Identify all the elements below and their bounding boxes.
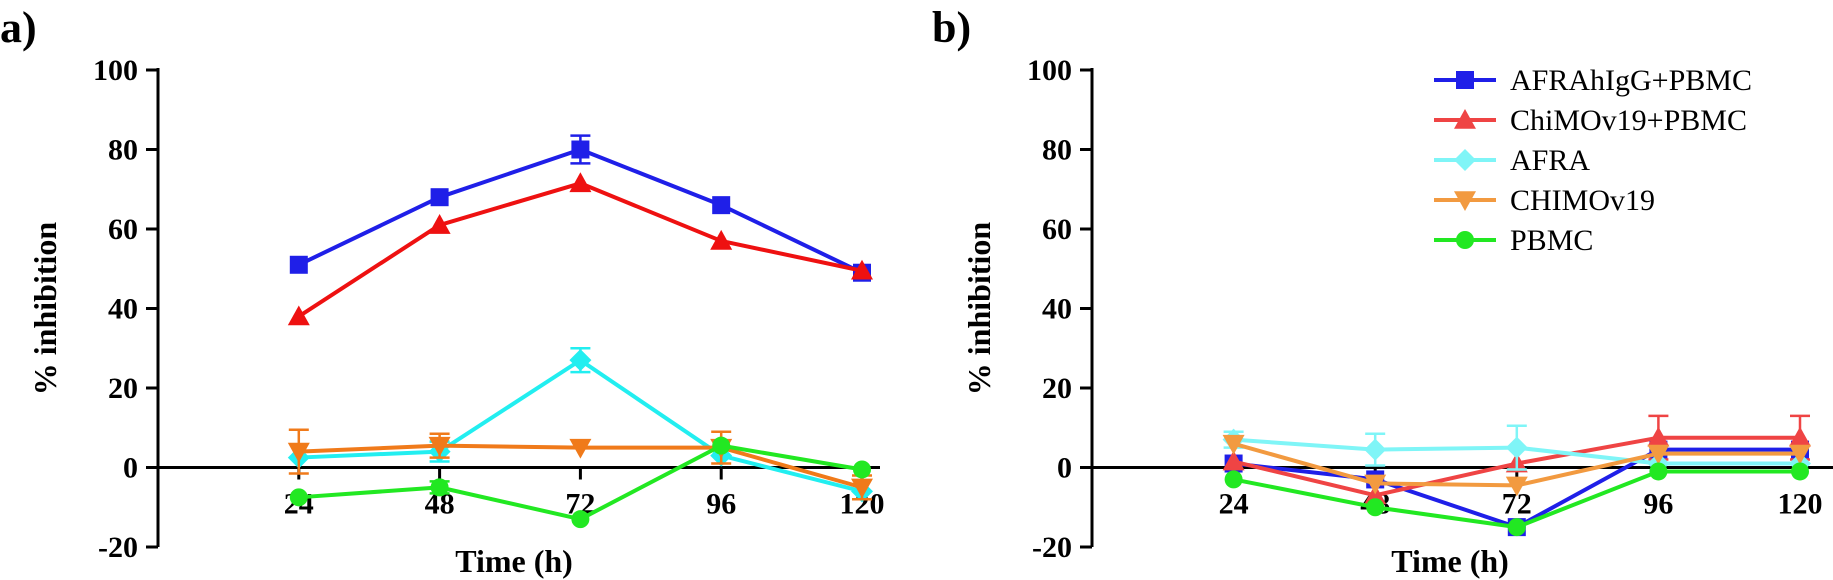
data-point bbox=[1507, 518, 1526, 537]
legend-item: CHIMOv19 bbox=[1434, 184, 1655, 217]
y-tick-label: 0 bbox=[123, 452, 138, 485]
legend-marker bbox=[1454, 149, 1476, 171]
legend-item: ChiMOv19+PBMC bbox=[1434, 104, 1747, 137]
legend-item: AFRAhIgG+PBMC bbox=[1434, 64, 1752, 97]
data-point bbox=[571, 510, 590, 529]
x-axis-title: Time (h) bbox=[1391, 543, 1509, 579]
y-tick-label: 20 bbox=[1042, 372, 1072, 405]
x-tick-label: 96 bbox=[706, 488, 736, 521]
panel-label: b) bbox=[932, 3, 971, 52]
y-tick-label: -20 bbox=[1032, 531, 1072, 564]
data-point bbox=[1789, 426, 1811, 447]
data-point bbox=[430, 188, 449, 207]
data-point bbox=[1366, 498, 1385, 517]
data-point bbox=[853, 460, 871, 479]
series-CHIMOv19 bbox=[1222, 434, 1811, 497]
legend-item: AFRA bbox=[1434, 144, 1590, 177]
y-axis-title: % inhibition bbox=[961, 222, 997, 396]
data-point bbox=[1364, 438, 1387, 461]
data-point bbox=[1222, 434, 1245, 455]
y-tick-label: 60 bbox=[108, 213, 138, 246]
panel-label: a) bbox=[0, 3, 37, 52]
data-point bbox=[1649, 462, 1668, 481]
x-tick-label: 24 bbox=[1219, 488, 1249, 521]
y-axis-title: % inhibition bbox=[27, 222, 63, 396]
data-point bbox=[710, 229, 733, 250]
data-point bbox=[1647, 444, 1670, 465]
data-point bbox=[1505, 476, 1528, 497]
data-point bbox=[1364, 474, 1387, 495]
data-point bbox=[428, 214, 451, 234]
data-point bbox=[428, 436, 451, 457]
legend: AFRAhIgG+PBMC ChiMOv19+PBMC AFRA CHIMOv19 PB… bbox=[1434, 64, 1752, 257]
data-point bbox=[1222, 450, 1245, 471]
data-point bbox=[712, 436, 731, 455]
legend-label: ChiMOv19+PBMC bbox=[1510, 104, 1747, 137]
series-ChiMOv19+PBMC bbox=[287, 172, 873, 326]
y-tick-label: 80 bbox=[1042, 134, 1072, 167]
data-point bbox=[569, 438, 592, 459]
data-point bbox=[289, 488, 308, 507]
legend-label: AFRAhIgG+PBMC bbox=[1510, 64, 1752, 97]
data-point bbox=[1791, 462, 1809, 481]
x-tick-label: 120 bbox=[1778, 488, 1823, 521]
series-AFRAhIgG+PBMC bbox=[289, 134, 871, 282]
data-point bbox=[851, 478, 873, 499]
y-tick-label: 20 bbox=[108, 372, 138, 405]
data-point bbox=[430, 478, 449, 497]
y-tick-label: 100 bbox=[1027, 54, 1072, 87]
data-point bbox=[1789, 444, 1811, 465]
legend-item: PBMC bbox=[1434, 224, 1593, 257]
series-PBMC bbox=[289, 436, 871, 529]
series-PBMC bbox=[1224, 462, 1809, 537]
series-line bbox=[297, 181, 863, 319]
data-point bbox=[571, 140, 590, 159]
data-point bbox=[851, 259, 873, 280]
data-point bbox=[1505, 436, 1528, 459]
legend-marker bbox=[1454, 109, 1476, 129]
y-tick-label: -20 bbox=[98, 531, 138, 564]
legend-marker bbox=[1456, 71, 1474, 89]
legend-label: AFRA bbox=[1510, 144, 1590, 177]
data-point bbox=[569, 172, 592, 193]
data-point bbox=[289, 255, 308, 274]
data-point bbox=[712, 196, 731, 215]
legend-marker bbox=[1456, 231, 1474, 249]
data-point bbox=[569, 349, 592, 372]
x-axis-title: Time (h) bbox=[455, 543, 573, 579]
y-tick-label: 60 bbox=[1042, 213, 1072, 246]
data-point bbox=[1647, 426, 1670, 447]
y-tick-label: 40 bbox=[1042, 293, 1072, 326]
data-point bbox=[1224, 470, 1243, 489]
data-point bbox=[287, 305, 310, 326]
legend-label: CHIMOv19 bbox=[1510, 184, 1655, 217]
y-tick-label: 80 bbox=[108, 134, 138, 167]
panel-a: a)-2002040608010024487296120Time (h)% in… bbox=[0, 3, 885, 579]
y-tick-label: 0 bbox=[1057, 452, 1072, 485]
x-tick-label: 96 bbox=[1643, 488, 1673, 521]
data-point bbox=[287, 442, 310, 463]
y-tick-label: 40 bbox=[108, 293, 138, 326]
y-tick-label: 100 bbox=[93, 54, 138, 87]
legend-label: PBMC bbox=[1510, 224, 1593, 257]
panel-b: b)-2002040608010024487296120Time (h)% in… bbox=[932, 3, 1833, 579]
legend-marker bbox=[1454, 191, 1476, 211]
